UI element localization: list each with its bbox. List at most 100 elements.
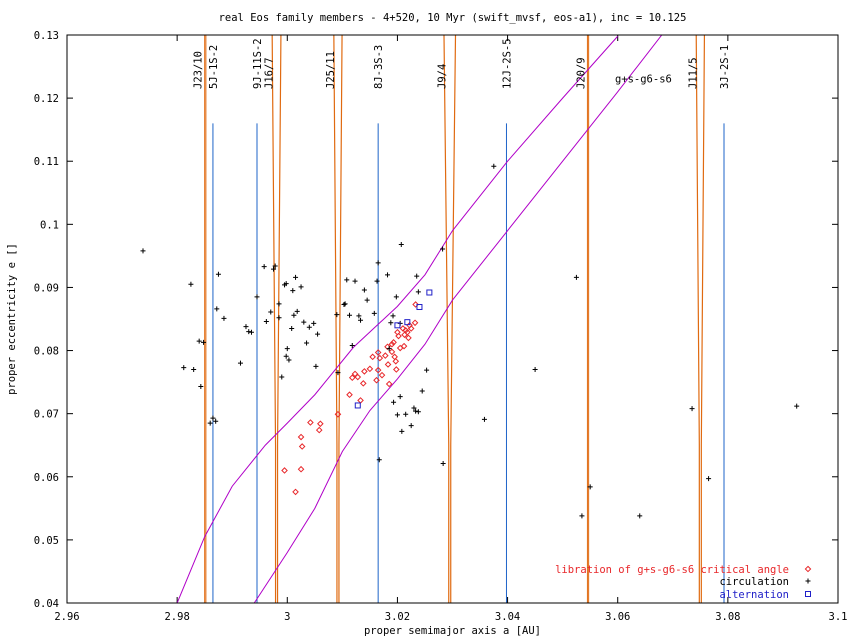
circulation-point [393,294,399,300]
x-tick-label: 2.98 [164,611,189,623]
three-body-resonance-label: 12J-2S-5 [501,38,513,89]
circulation-point [344,277,350,283]
circulation-point [532,366,538,372]
legend-marker [805,591,811,597]
libration-point [404,328,411,336]
circulation-point [276,301,282,307]
circulation-point [385,272,391,278]
circulation-point [349,343,355,349]
alternation-point [426,289,433,296]
circulation-point [283,281,289,287]
circulation-point [213,418,219,424]
three-body-resonance-label: 3J-2S-1 [719,45,731,89]
alternation-point [404,319,411,326]
circulation-point [243,324,249,330]
circulation-point [414,273,420,279]
circulation-point [313,363,319,369]
legend-label: alternation [719,589,789,601]
libration-point [376,354,384,362]
y-tick-label: 0.11 [34,156,59,168]
x-axis-label: proper semimajor axis a [AU] [364,625,541,637]
three-body-resonance-label: 9J-11S-2 [252,38,264,89]
mean-motion-resonance-line [333,35,343,603]
circulation-point [371,310,377,316]
libration-point [399,325,407,332]
circulation-point [140,248,146,254]
mean-motion-resonance-label: J11/5 [687,57,699,89]
circulation-point [276,315,282,321]
circulation-point [390,313,396,319]
circulation-point [293,274,299,280]
libration-point [395,332,402,340]
circulation-point [356,313,362,319]
circulation-point [408,423,414,429]
circulation-point [283,353,289,359]
legend: libration of g+s-g6-s6 critical anglecir… [555,564,812,601]
circulation-point [637,513,643,519]
libration-point [361,368,368,375]
circulation-point [311,320,317,326]
circulation-point [268,309,274,315]
mean-motion-resonance-line [695,35,706,603]
circulation-point [248,329,254,335]
mean-motion-resonance-label: J23/10 [193,51,205,89]
legend-marker [805,578,811,584]
circulation-point [440,246,446,252]
circulation-point [794,403,800,409]
libration-point [334,410,342,418]
libration-point [391,353,398,361]
libration-point [357,397,364,404]
alternation-point [416,304,423,311]
chart-title: real Eos family members - 4+520, 10 Myr … [219,12,687,24]
libration-point [407,325,415,332]
circulation-point [352,278,358,284]
circulation-point [237,360,243,366]
circulation-point [491,163,497,169]
circulation-point [215,271,221,277]
alternation-point [394,322,401,329]
y-tick-label: 0.07 [34,409,59,421]
circulation-point [573,274,579,280]
circulation-point [386,346,392,352]
circulation-point [301,319,307,325]
libration-point [297,465,305,473]
x-tick-label: 3.08 [715,611,740,623]
y-tick-label: 0.12 [34,93,59,105]
x-tick-label: 2.96 [54,611,79,623]
circulation-point [403,411,409,417]
circulation-point [198,384,204,390]
libration-point [348,374,356,382]
circulation-point [261,264,267,270]
circulation-point [286,357,292,363]
libration-point [405,334,412,342]
y-tick-label: 0.08 [34,346,59,358]
circulation-point [374,278,380,284]
libration-point [351,370,359,378]
circulation-point [689,406,695,412]
circulation-point [341,301,347,307]
secular-resonance-curve [253,35,663,603]
y-tick-label: 0.09 [34,282,59,294]
three-body-resonance-label: 5J-1S-2 [208,45,220,89]
secular-resonance-curve [176,35,619,603]
y-tick-label: 0.05 [34,535,59,547]
circulation-point [334,312,340,318]
circulation-point [399,428,405,434]
libration-point [384,361,392,368]
y-tick-label: 0.1 [40,219,59,231]
circulation-point [419,388,425,394]
circulation-point [196,338,202,344]
libration-point [385,380,393,388]
libration-point [400,342,408,350]
circulation-point [375,260,381,266]
circulation-point [388,320,394,326]
libration-point [297,433,305,441]
libration-point [373,376,380,384]
libration-point [384,343,391,351]
libration-point [378,371,386,379]
circulation-point [279,374,285,380]
libration-point [346,391,353,399]
circulation-point [188,281,194,287]
circulation-point [271,266,277,272]
